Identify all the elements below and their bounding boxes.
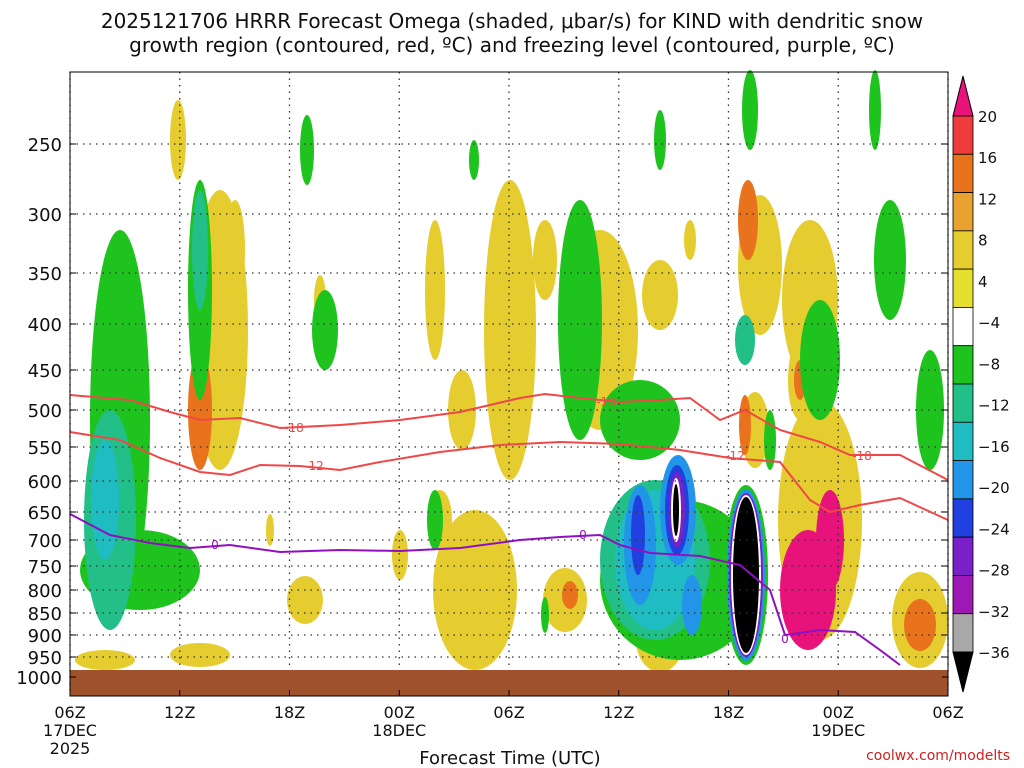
x-tick-label-0: 06Z — [54, 703, 85, 722]
colorbar-swatch-11 — [952, 498, 974, 538]
colorbar-label-5: −4 — [978, 314, 1000, 332]
y-tick-label-700: 700 — [28, 531, 62, 552]
x-tick-label-3: 00Z — [384, 703, 415, 722]
y-tick-label-800: 800 — [28, 581, 62, 602]
colorbar-label-8: −16 — [978, 438, 1010, 456]
y-tick-label-500: 500 — [28, 401, 62, 422]
colorbar-swatch-1 — [952, 115, 974, 155]
x-tick-date-3: 18DEC — [372, 721, 426, 740]
x-tick-label-4: 06Z — [493, 703, 524, 722]
y-tick-label-550: 550 — [28, 438, 62, 459]
y-axis-ticks: 2503003504004505005506006507007508008509… — [16, 135, 948, 689]
colorbar-swatch-2 — [952, 153, 974, 193]
colorbar-label-9: −20 — [978, 479, 1010, 497]
x-tick-label-1: 12Z — [164, 703, 195, 722]
x-axis-label: Forecast Time (UTC) — [419, 748, 600, 768]
x-tick-year-0: 2025 — [50, 739, 91, 758]
y-tick-label-850: 850 — [28, 604, 62, 625]
contour-label-freezing-a: 0 — [211, 538, 219, 552]
colorbar-swatch-3 — [952, 192, 974, 232]
dendritic-contour-minus12: -12 -12 — [69, 431, 949, 521]
colorbar: 20 16 12 8 4 −4 −8 −12 −16 −20 −24 −28 −32 −36 — [952, 75, 1010, 693]
y-tick-label-600: 600 — [28, 472, 62, 493]
contour-label-freezing-b: 0 — [579, 528, 587, 542]
colorbar-label-2: 12 — [978, 190, 997, 208]
x-tick-label-2: 18Z — [274, 703, 305, 722]
colorbar-swatch-6 — [952, 307, 974, 347]
colorbar-swatch-7 — [952, 345, 974, 385]
y-tick-label-450: 450 — [28, 361, 62, 382]
chart-title-line2: growth region (contoured, red, ºC) and f… — [129, 33, 895, 57]
contour-label-minus18-c: -18 — [852, 449, 872, 463]
colorbar-label-13: −36 — [978, 644, 1010, 662]
colorbar-bottom-arrow — [952, 651, 974, 693]
x-tick-date-0: 17DEC — [43, 721, 97, 740]
y-tick-label-900: 900 — [28, 626, 62, 647]
colorbar-label-3: 8 — [978, 232, 988, 250]
dendritic-contour-minus18: -18 -18 -18 — [69, 392, 949, 481]
contour-label-minus18-b: -18 — [596, 395, 616, 409]
x-tick-label-7: 00Z — [823, 703, 854, 722]
colorbar-label-6: −8 — [978, 355, 1000, 373]
colorbar-swatch-8 — [952, 383, 974, 423]
y-tick-label-1000: 1000 — [16, 668, 62, 689]
x-tick-label-6: 18Z — [713, 703, 744, 722]
x-tick-label-5: 12Z — [603, 703, 634, 722]
colorbar-swatch-12 — [952, 536, 974, 576]
chart-title-line1: 2025121706 HRRR Forecast Omega (shaded, … — [101, 9, 923, 33]
y-tick-label-300: 300 — [28, 205, 62, 226]
colorbar-label-7: −12 — [978, 397, 1010, 415]
y-tick-label-950: 950 — [28, 648, 62, 669]
contour-label-minus12-b: -12 — [725, 449, 745, 463]
y-tick-label-650: 650 — [28, 503, 62, 524]
y-tick-label-750: 750 — [28, 557, 62, 578]
x-tick-date-7: 19DEC — [811, 721, 865, 740]
colorbar-swatch-9 — [952, 421, 974, 461]
colorbar-swatch-13 — [952, 575, 974, 615]
colorbar-label-10: −24 — [978, 520, 1010, 538]
y-tick-label-350: 350 — [28, 264, 62, 285]
colorbar-label-1: 16 — [978, 149, 997, 167]
colorbar-swatch-14 — [952, 613, 974, 653]
y-tick-label-250: 250 — [28, 135, 62, 156]
freezing-level-contour: 0 0 0 — [69, 513, 901, 666]
contour-label-minus12-a: -12 — [304, 459, 324, 473]
x-tick-label-8: 06Z — [932, 703, 963, 722]
colorbar-label-11: −28 — [978, 562, 1010, 580]
colorbar-swatch-5 — [952, 268, 974, 308]
contour-label-minus18-a: -18 — [284, 421, 304, 435]
colorbar-top-arrow — [952, 75, 974, 117]
colorbar-label-0: 20 — [978, 108, 997, 126]
colorbar-label-4: 4 — [978, 273, 988, 291]
omega-shading — [75, 70, 948, 672]
colorbar-swatch-4 — [952, 230, 974, 270]
colorbar-label-12: −32 — [978, 603, 1010, 621]
credit-text: coolwx.com/modelts — [866, 748, 1010, 764]
y-tick-label-400: 400 — [28, 315, 62, 336]
colorbar-swatch-10 — [952, 460, 974, 500]
contour-label-freezing-c: 0 — [781, 632, 789, 646]
